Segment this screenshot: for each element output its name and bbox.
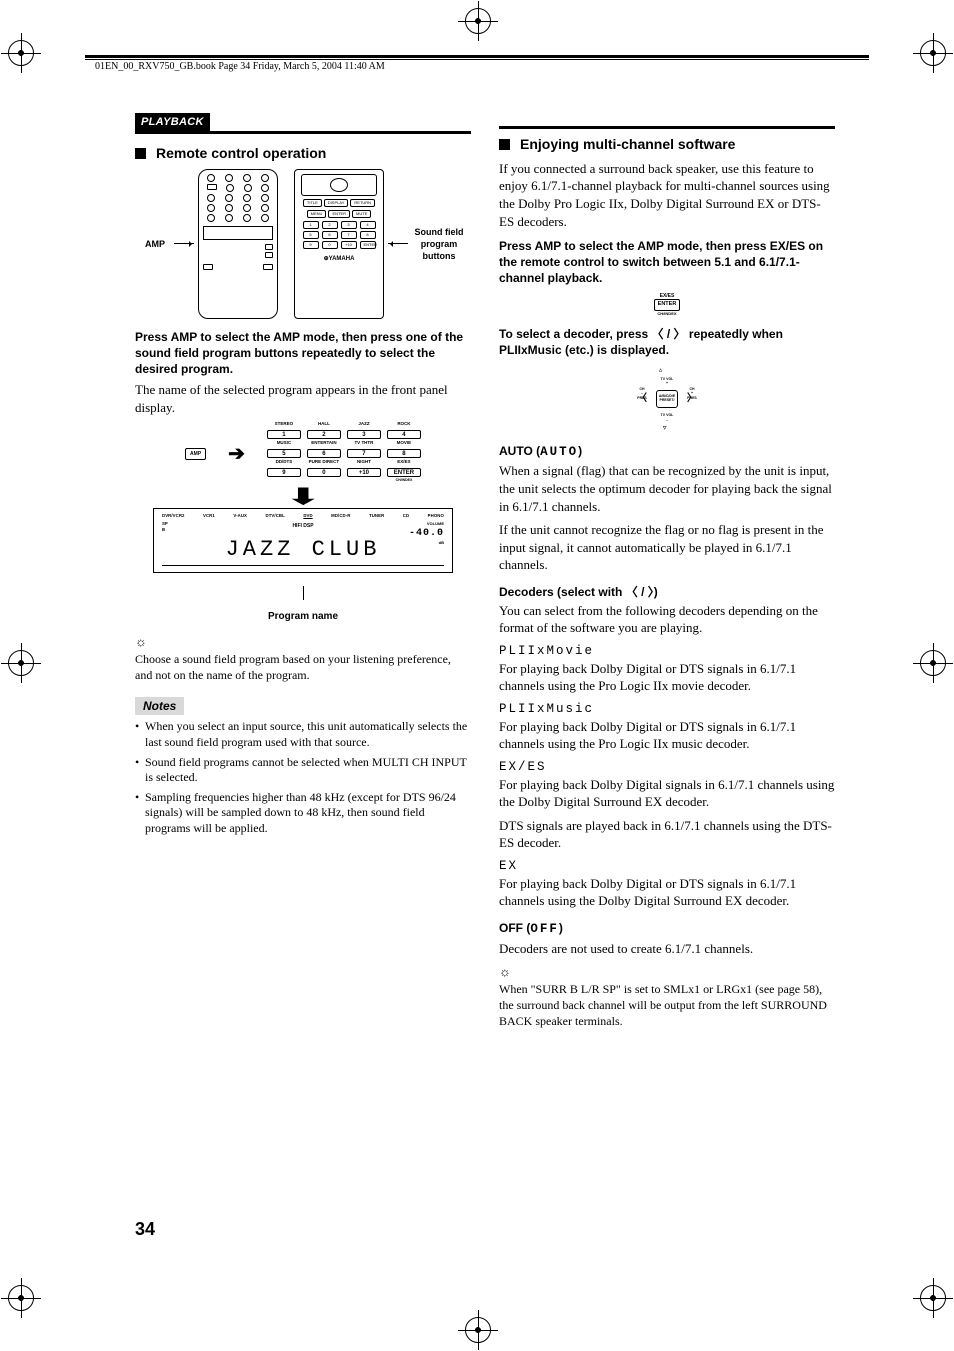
tip-surr-back: When "SURR B L/R SP" is set to SMLx1 or … xyxy=(499,981,835,1030)
heading-multichannel: Enjoying multi-channel software xyxy=(499,135,835,154)
page-number: 34 xyxy=(135,1217,155,1241)
callout-amp: AMP xyxy=(140,238,170,250)
chindex-label: CH/INDEX xyxy=(657,311,676,316)
notes-list: When you select an input source, this un… xyxy=(135,719,471,836)
right-column: Enjoying multi-channel software If you c… xyxy=(499,112,835,1036)
figure-exes-key: EX/ES ENTER CH/INDEX xyxy=(499,293,835,317)
crop-mark-icon xyxy=(8,40,34,66)
front-panel-display: DVR/VCR2 VCR1 V-AUX DTV/CBL DVD MD/CD-R … xyxy=(153,508,453,572)
multichannel-intro: If you connected a surround back speaker… xyxy=(499,160,835,230)
decoder-body-plIIxmovie: For playing back Dolby Digital or DTS si… xyxy=(499,660,835,695)
tip-listening-preference: Choose a sound field program based on yo… xyxy=(135,651,471,683)
tip-icon: ☼ xyxy=(135,633,471,651)
lcd-readout: JAZZ CLUB xyxy=(162,539,444,570)
angle-left-icon: 〈 xyxy=(652,327,664,341)
decoder-body-plIIxmusic: For playing back Dolby Digital or DTS si… xyxy=(499,718,835,753)
amp-key-label: AMP xyxy=(185,448,206,460)
arrow-down-icon: ⬇ xyxy=(286,491,319,502)
callout-sound-field-buttons: Sound field program buttons xyxy=(412,226,466,262)
crop-mark-icon xyxy=(920,650,946,676)
note-item: When you select an input source, this un… xyxy=(135,719,471,750)
note-item: Sound field programs cannot be selected … xyxy=(135,755,471,786)
decoder-name-plIIxmovie: PLIIxMovie xyxy=(499,643,835,660)
left-column: PLAYBACK Remote control operation AMP xyxy=(135,112,471,1036)
heading-multichannel-text: Enjoying multi-channel software xyxy=(520,135,735,154)
crop-mark-icon xyxy=(8,1285,34,1311)
decoder-name-exes: EX/ES xyxy=(499,759,835,776)
decoder-body-exes-2: DTS signals are played back in 6.1/7.1 c… xyxy=(499,817,835,852)
note-item: Sampling frequencies higher than 48 kHz … xyxy=(135,790,471,837)
dpad-center-button: A/B/C/D/E PRESET/ xyxy=(656,390,678,408)
program-name-label: Program name xyxy=(268,610,338,624)
instruction-exes: Press AMP to select the AMP mode, then p… xyxy=(499,238,835,287)
decoder-body-exes-1: For playing back Dolby Digital signals i… xyxy=(499,776,835,811)
section-rule xyxy=(499,126,835,129)
program-key-grid: STEREO HALL JAZZ ROCK 1 2 3 4 MUSIC ENTE… xyxy=(267,422,421,485)
heading-remote-operation: Remote control operation xyxy=(135,144,471,163)
decoder-name-ex: EX xyxy=(499,858,835,875)
figure-dpad: △ TV VOL + 〈 CH – PRES A/B/C/D/E PRESET/… xyxy=(499,365,835,433)
notes-heading: Notes xyxy=(135,697,184,715)
off-body: Decoders are not used to create 6.1/7.1 … xyxy=(499,940,835,958)
remote-right-illustration: TITLEDISPLAYRETURN MENUENTERMUTE 1234 56… xyxy=(294,169,384,319)
remote-left-illustration xyxy=(198,169,278,319)
crop-mark-icon xyxy=(920,40,946,66)
angle-left-icon: 〈 xyxy=(626,585,638,599)
page-frame: 01EN_00_RXV750_GB.book Page 34 Friday, M… xyxy=(0,0,954,1351)
crop-mark-icon xyxy=(920,1285,946,1311)
off-heading: OFF (OFF) xyxy=(499,920,835,938)
decoder-body-ex: For playing back Dolby Digital or DTS si… xyxy=(499,875,835,910)
arrow-right-icon: ➔ xyxy=(228,448,245,460)
instruction-select-decoder: To select a decoder, press 〈 / 〉 repeate… xyxy=(499,326,835,358)
enter-key-label: ENTER xyxy=(654,299,681,310)
section-tag: PLAYBACK xyxy=(135,113,210,132)
callout-arrow-icon xyxy=(174,243,194,244)
crop-mark-icon xyxy=(465,8,491,34)
decoders-intro: You can select from the following decode… xyxy=(499,602,835,637)
exes-top-label: EX/ES xyxy=(660,293,675,300)
hifi-dsp-label: HIFI DSP xyxy=(292,523,313,530)
callout-arrow-icon xyxy=(388,243,408,244)
heading-remote-operation-text: Remote control operation xyxy=(156,144,326,163)
auto-body-2: If the unit cannot recognize the flag or… xyxy=(499,521,835,574)
crop-mark-icon xyxy=(465,1317,491,1343)
content-columns: PLAYBACK Remote control operation AMP xyxy=(135,112,835,1036)
crop-mark-icon xyxy=(8,650,34,676)
decoders-heading: Decoders (select with 〈 / 〉) xyxy=(499,584,835,600)
decoder-name-plIIxmusic: PLIIxMusic xyxy=(499,701,835,718)
figure-remote-controls: AMP xyxy=(135,169,471,319)
instruction-select-program: Press AMP to select the AMP mode, then p… xyxy=(135,329,471,378)
tip-icon: ☼ xyxy=(499,963,835,981)
book-header-line: 01EN_00_RXV750_GB.book Page 34 Friday, M… xyxy=(95,60,385,74)
body-program-display: The name of the selected program appears… xyxy=(135,381,471,416)
angle-right-icon: 〉 xyxy=(674,327,686,341)
figure-program-keys: AMP ➔ STEREO HALL JAZZ ROCK 1 2 3 4 xyxy=(135,422,471,623)
auto-body-1: When a signal (flag) that can be recogni… xyxy=(499,462,835,515)
auto-heading: AUTO (AUTO) xyxy=(499,443,835,461)
